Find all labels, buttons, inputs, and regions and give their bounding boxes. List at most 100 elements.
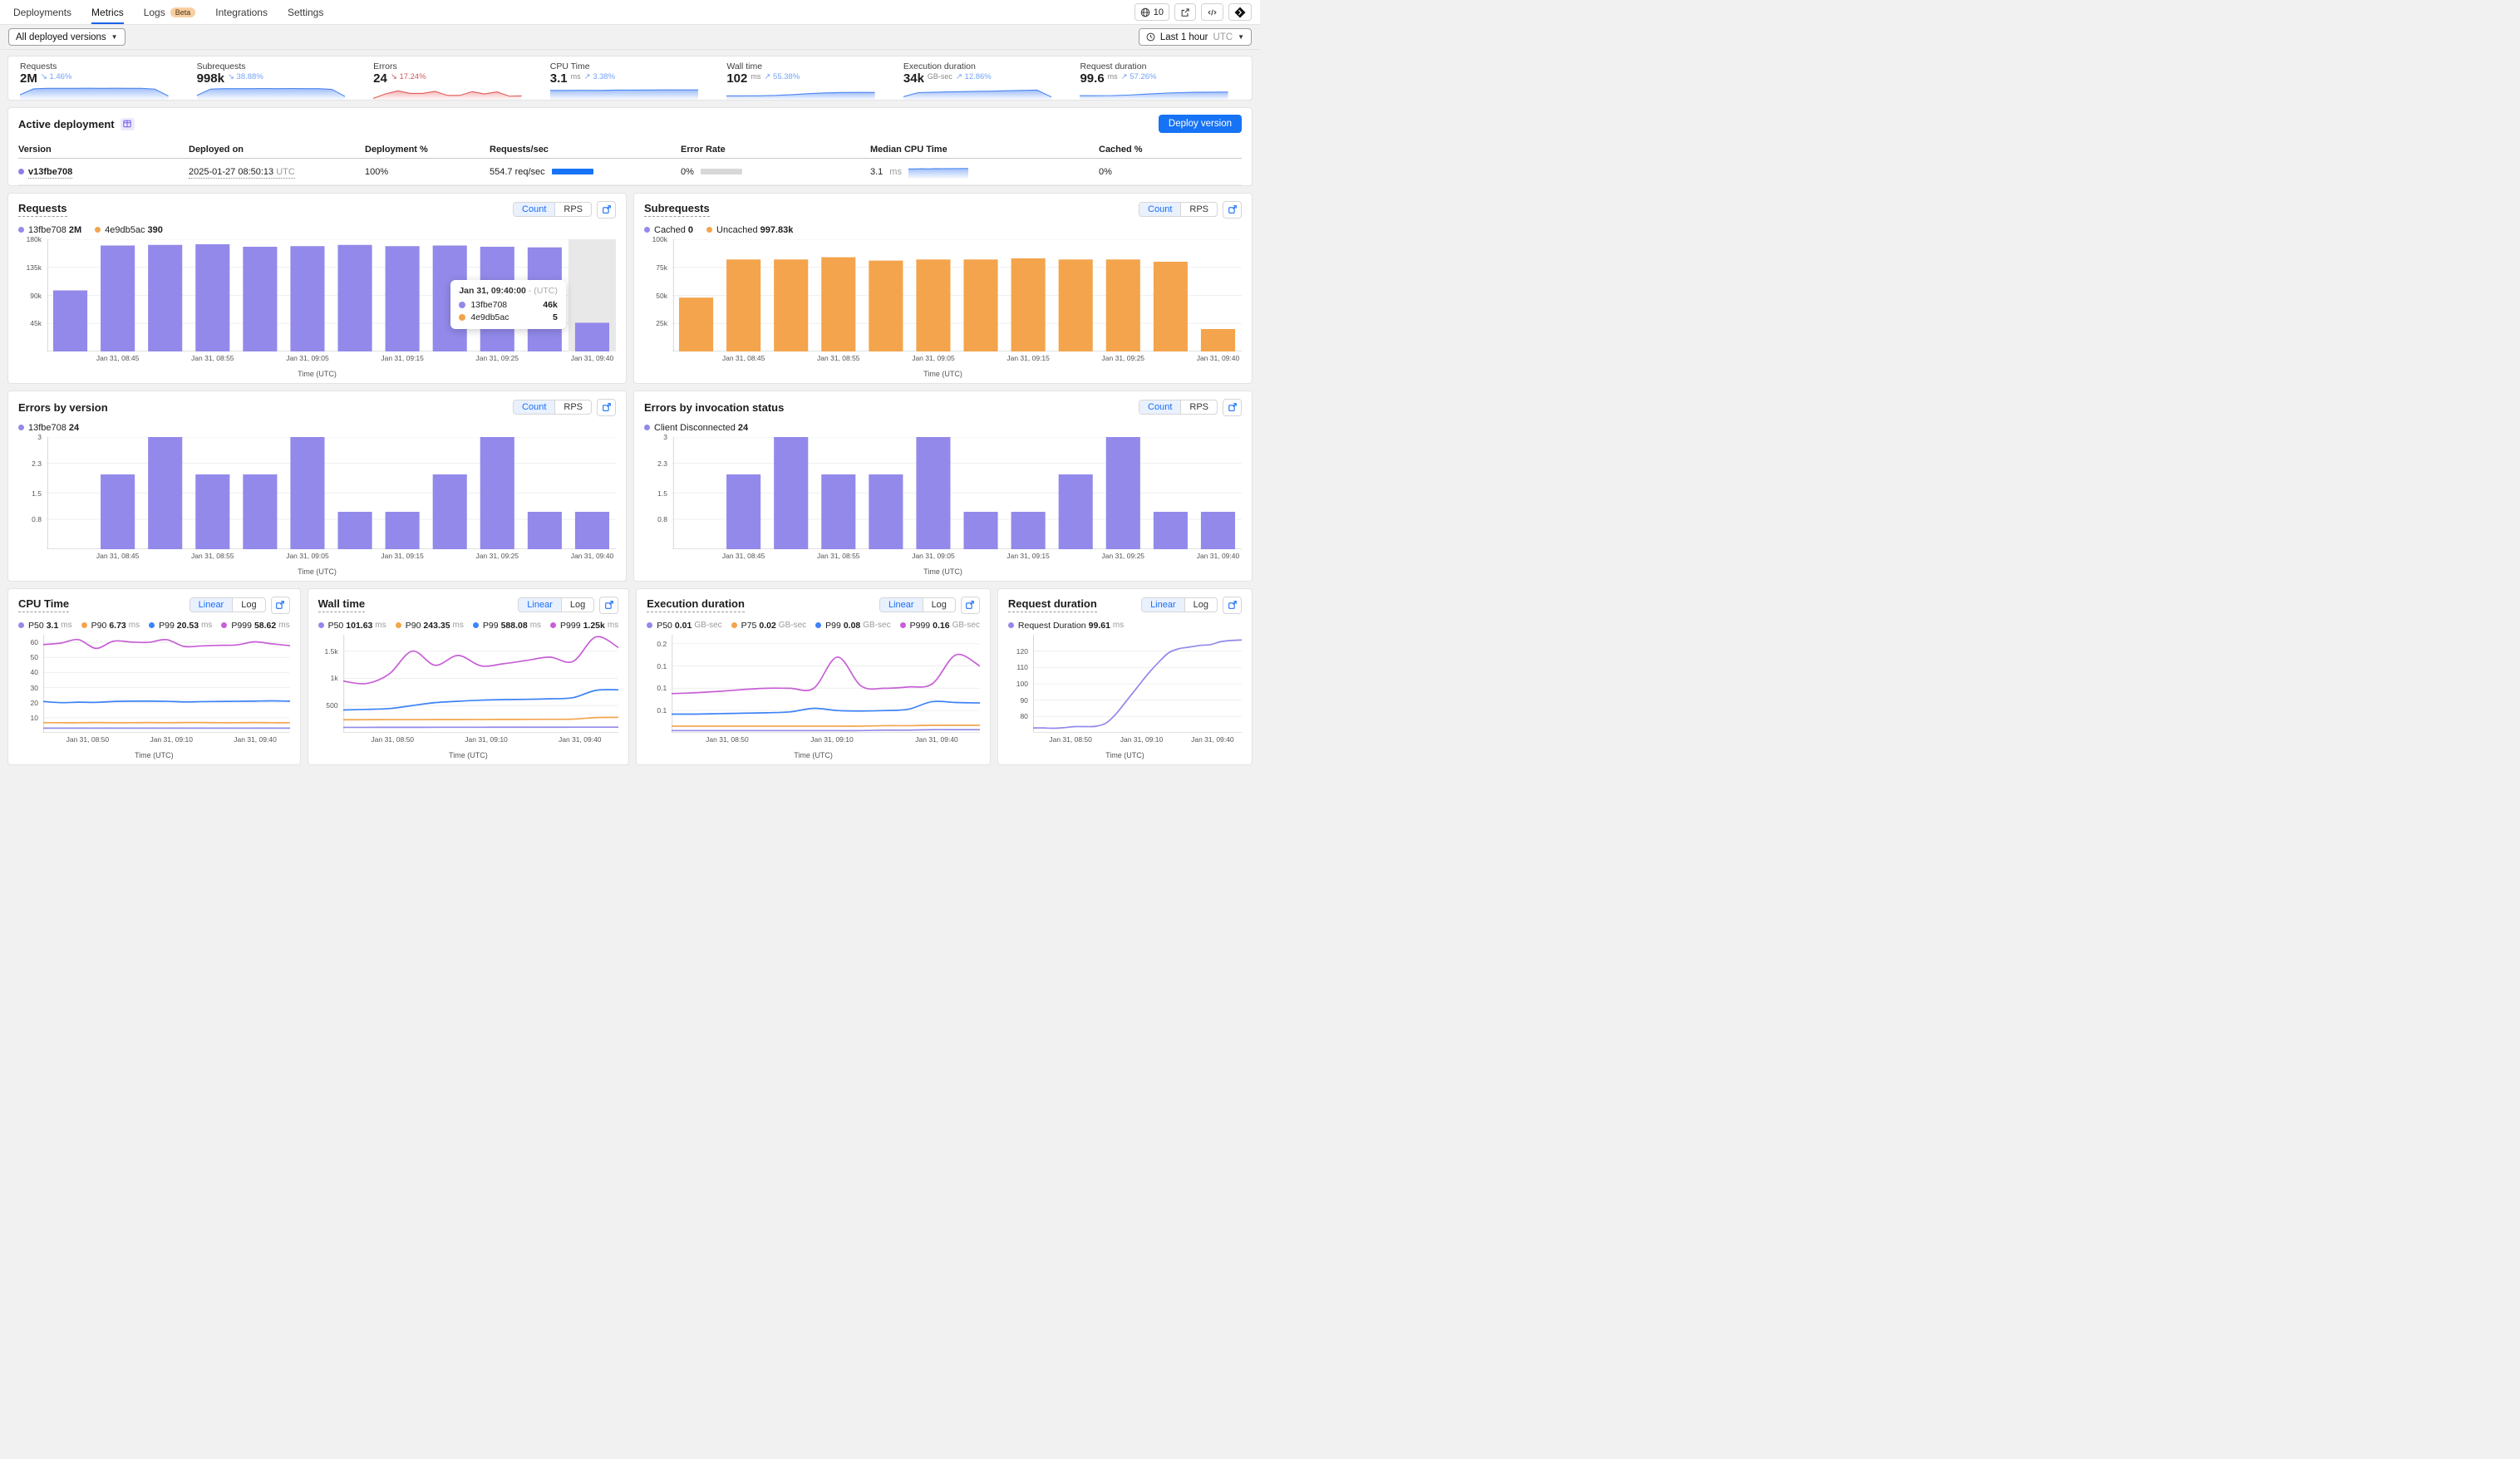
x-tick-label: Jan 31, 08:45 <box>96 354 140 362</box>
y-tick-label: 1k <box>330 674 338 683</box>
toggle-rps[interactable]: RPS <box>1180 203 1217 216</box>
version-filter-select[interactable]: All deployed versions ▼ <box>8 28 126 46</box>
y-tick-label: 110 <box>1016 663 1028 672</box>
toggle-linear[interactable]: Linear <box>1142 598 1184 612</box>
toggle-rps[interactable]: RPS <box>1180 400 1217 414</box>
errors-by-invocation-status-legend: Client Disconnected 24 <box>644 422 1242 433</box>
tab-deployments[interactable]: Deployments <box>13 0 71 24</box>
wall-time-x-axis: Jan 31, 08:50 Jan 31, 09:10 Jan 31, 09:40 <box>343 733 619 744</box>
request-duration-expand-button[interactable] <box>1223 596 1242 614</box>
tab-metrics[interactable]: Metrics <box>91 0 124 24</box>
workers-logo-button[interactable] <box>1228 3 1252 21</box>
execution-duration-expand-button[interactable] <box>960 596 980 614</box>
y-tick-label: 2.3 <box>32 459 42 468</box>
preview-count: 10 <box>1153 7 1164 17</box>
stat-trend: ↘ 38.88% <box>227 72 263 81</box>
requests-expand-button[interactable] <box>597 200 616 219</box>
legend-item: Request Duration 99.61 ms <box>1007 621 1124 631</box>
stat-sparkline <box>903 86 1052 100</box>
toggle-count[interactable]: Count <box>514 400 555 414</box>
x-tick-label: Jan 31, 08:55 <box>191 354 234 362</box>
toggle-log[interactable]: Log <box>1184 598 1217 612</box>
code-icon <box>1208 8 1217 16</box>
toggle-rps[interactable]: RPS <box>554 203 591 216</box>
legend-name: P999 <box>231 620 252 631</box>
deploy-version-button[interactable]: Deploy version <box>1158 115 1242 133</box>
x-tick-label: Jan 31, 09:15 <box>381 552 424 560</box>
stat-trend: ↗ 12.86% <box>955 72 992 81</box>
toggle-linear[interactable]: Linear <box>519 598 561 612</box>
cpu-time-expand-button[interactable] <box>270 596 290 614</box>
tab-label: Logs <box>143 6 165 18</box>
toggle-log[interactable]: Log <box>560 598 593 612</box>
toggle-rps[interactable]: RPS <box>554 400 591 414</box>
legend-item: P90 243.35 ms <box>395 621 464 631</box>
toggle-count[interactable]: Count <box>514 203 555 216</box>
toggle-count[interactable]: Count <box>1139 203 1181 216</box>
x-tick-label: Jan 31, 09:15 <box>381 354 424 362</box>
legend-item: P999 0.16 GB-sec <box>899 621 980 631</box>
errors-by-version-expand-button[interactable] <box>597 398 616 416</box>
legend-value: 0 <box>687 224 694 235</box>
cpu-time-chart-title: CPU Time <box>18 597 70 612</box>
active-deployment-card: Active deployment Deploy version Version… <box>7 107 1253 186</box>
y-tick-label: 90k <box>30 291 42 300</box>
requests-y-axis: 45k 90k 135k 180k <box>18 235 47 351</box>
errors-by-invocation-status-expand-button[interactable] <box>1223 398 1242 416</box>
expand-icon <box>1228 601 1237 609</box>
x-tick-label: Jan 31, 09:40 <box>1196 552 1240 560</box>
legend-dot <box>317 622 324 628</box>
x-tick-label: Jan 31, 09:40 <box>570 552 614 560</box>
col-error-rate: Error Rate <box>681 144 726 155</box>
stat-label: Execution duration <box>903 61 976 71</box>
errors-by-version-chart-card: Errors by version Count RPS 13fbe708 24 0.8 1.… <box>7 391 627 582</box>
tab-logs[interactable]: Logs Beta <box>144 0 196 24</box>
request-duration-legend: Request Duration 99.61 ms <box>1007 620 1242 631</box>
api-code-button[interactable] <box>1201 3 1223 21</box>
legend-name: 13fbe708 <box>28 422 66 433</box>
stat-cpu-time: CPU Time 3.1 ms ↗ 3.38% <box>542 61 719 100</box>
legend-item: Client Disconnected 24 <box>644 423 748 433</box>
tab-integrations[interactable]: Integrations <box>215 0 268 24</box>
toggle-linear[interactable]: Linear <box>879 598 923 612</box>
requests-xaxis-title: Time (UTC) <box>298 370 337 378</box>
legend-value: 0.02 <box>759 620 776 631</box>
version-filter-label: All deployed versions <box>16 32 106 42</box>
deployment-pct-cell: 100% <box>365 166 389 177</box>
toggle-count[interactable]: Count <box>1139 400 1181 414</box>
errors-by-version-chart-title: Errors by version <box>18 400 108 414</box>
preview-urls-button[interactable]: 10 <box>1134 3 1169 21</box>
external-link-icon <box>1181 7 1189 17</box>
y-tick-label: 0.1 <box>657 661 667 671</box>
legend-name: Uncached <box>716 224 758 235</box>
y-tick-label: 100 <box>1016 680 1028 688</box>
deployment-table-icon[interactable] <box>120 117 135 130</box>
time-range-select[interactable]: Last 1 hour UTC ▼ <box>1138 28 1252 46</box>
legend-item: P75 0.02 GB-sec <box>731 621 806 631</box>
subrequests-xaxis-title: Time (UTC) <box>923 370 962 378</box>
request-duration-mode-toggle: Linear Log <box>1141 597 1218 612</box>
legend-item: P50 3.1 ms <box>18 621 72 631</box>
tooltip-series-value: 46k <box>543 299 558 310</box>
subrequests-expand-button[interactable] <box>1223 200 1242 219</box>
stat-unit: ms <box>751 72 761 81</box>
toggle-linear[interactable]: Linear <box>189 598 233 612</box>
chevron-down-icon: ▼ <box>1238 33 1244 41</box>
toggle-log[interactable]: Log <box>232 598 264 612</box>
expand-icon <box>602 403 611 411</box>
toggle-log[interactable]: Log <box>922 598 955 612</box>
execution-duration-chart-title: Execution duration <box>647 597 745 612</box>
wall-time-expand-button[interactable] <box>599 596 619 614</box>
tab-settings[interactable]: Settings <box>288 0 323 24</box>
version-link[interactable]: v13fbe708 <box>28 166 73 179</box>
legend-item: 13fbe708 2M <box>18 225 81 235</box>
col-deployed-on: Deployed on <box>189 144 244 155</box>
beta-badge: Beta <box>170 7 196 17</box>
subrequests-mode-toggle: Count RPS <box>1139 202 1218 217</box>
x-tick-label: Jan 31, 08:55 <box>191 552 234 560</box>
legend-dot <box>472 622 479 628</box>
open-external-button[interactable] <box>1174 3 1196 21</box>
errors-by-version-y-axis: 0.8 1.5 2.3 3 <box>18 433 47 549</box>
legend-unit: GB-sec <box>778 621 807 630</box>
stat-trend: ↗ 57.26% <box>1120 72 1157 81</box>
